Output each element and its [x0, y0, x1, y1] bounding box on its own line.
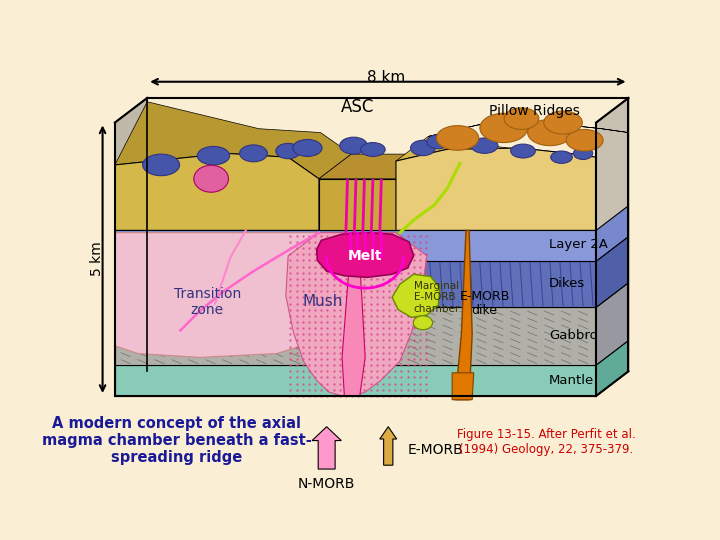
Polygon shape [455, 231, 472, 400]
Polygon shape [115, 261, 596, 307]
Polygon shape [286, 233, 427, 396]
Text: A modern concept of the axial
magma chamber beneath a fast-
spreading ridge: A modern concept of the axial magma cham… [42, 416, 311, 465]
Ellipse shape [143, 154, 179, 176]
Ellipse shape [480, 113, 528, 143]
Ellipse shape [544, 111, 582, 134]
Polygon shape [115, 153, 319, 231]
Polygon shape [115, 307, 596, 365]
Polygon shape [392, 274, 440, 318]
Polygon shape [396, 148, 596, 231]
Text: Figure 13-15. After Perfit et al.
(1994) Geology, 22, 375-379.: Figure 13-15. After Perfit et al. (1994)… [456, 428, 636, 456]
Polygon shape [596, 283, 629, 365]
Ellipse shape [293, 139, 322, 157]
Ellipse shape [340, 137, 367, 154]
Ellipse shape [436, 126, 479, 150]
Ellipse shape [413, 316, 433, 330]
Polygon shape [396, 102, 629, 161]
Ellipse shape [361, 143, 385, 157]
Ellipse shape [573, 147, 593, 159]
Polygon shape [319, 179, 396, 231]
Polygon shape [596, 98, 629, 396]
Ellipse shape [410, 140, 435, 156]
Ellipse shape [276, 143, 300, 159]
Polygon shape [452, 373, 474, 400]
FancyArrow shape [379, 427, 397, 465]
Ellipse shape [528, 119, 572, 146]
Text: Mantle: Mantle [549, 374, 595, 387]
Ellipse shape [427, 135, 450, 148]
Text: E-MORB: E-MORB [408, 443, 463, 457]
Text: 5 km: 5 km [90, 241, 104, 276]
Polygon shape [596, 206, 629, 261]
Text: ASC: ASC [341, 98, 374, 116]
Text: Transition
zone: Transition zone [174, 287, 241, 317]
Ellipse shape [510, 144, 536, 158]
Polygon shape [596, 237, 629, 307]
Ellipse shape [197, 146, 230, 165]
Text: N-MORB: N-MORB [298, 477, 356, 491]
Ellipse shape [566, 130, 603, 151]
Polygon shape [596, 340, 629, 396]
Ellipse shape [551, 151, 572, 164]
Polygon shape [115, 231, 596, 261]
Text: Mush: Mush [302, 294, 343, 309]
Text: Pillow Ridges: Pillow Ridges [489, 104, 580, 118]
FancyArrow shape [312, 427, 341, 469]
Text: Dikes: Dikes [549, 277, 585, 290]
Polygon shape [115, 102, 351, 179]
Text: 8 km: 8 km [366, 70, 405, 85]
Polygon shape [317, 233, 414, 278]
Polygon shape [319, 154, 428, 179]
Text: E-MORB
dike: E-MORB dike [459, 289, 510, 318]
Ellipse shape [240, 145, 267, 162]
Polygon shape [115, 98, 148, 396]
Ellipse shape [504, 108, 539, 130]
Polygon shape [342, 233, 365, 396]
Text: Gabbro: Gabbro [549, 329, 598, 342]
Text: Marginal
E-MORB
chamber: Marginal E-MORB chamber [414, 281, 460, 314]
Ellipse shape [194, 165, 228, 192]
Text: Melt: Melt [348, 249, 382, 263]
Ellipse shape [471, 138, 498, 153]
Polygon shape [115, 365, 596, 396]
Text: Layer 2A: Layer 2A [549, 239, 608, 252]
Polygon shape [115, 233, 361, 357]
